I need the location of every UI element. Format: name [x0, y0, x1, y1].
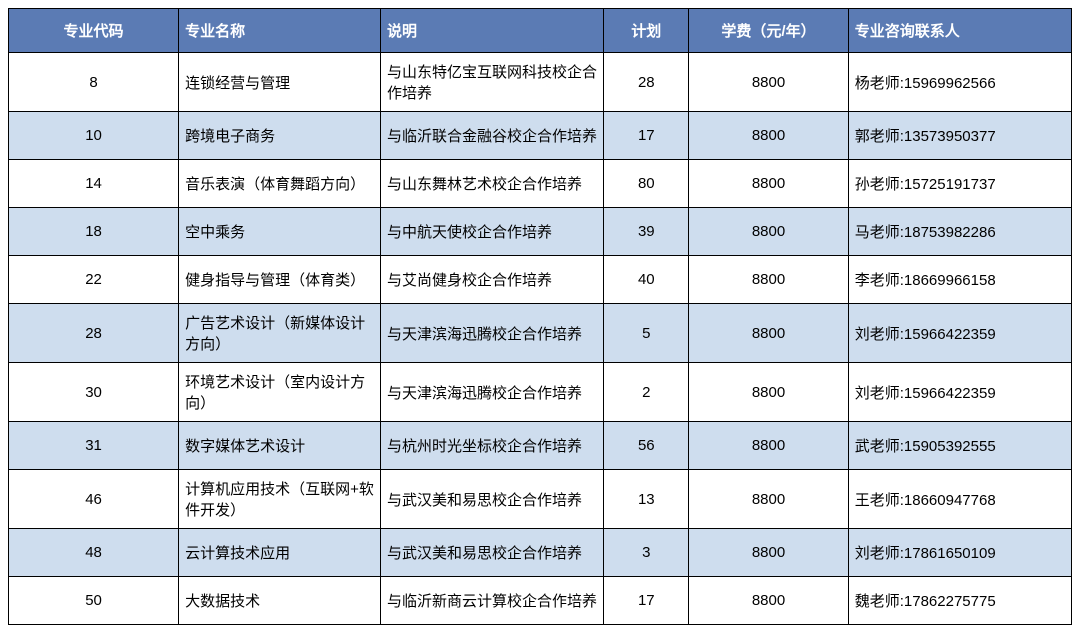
cell-fee: 8800: [689, 363, 848, 422]
cell-desc: 与杭州时光坐标校企合作培养: [381, 422, 604, 470]
cell-fee: 8800: [689, 470, 848, 529]
cell-fee: 8800: [689, 208, 848, 256]
cell-plan: 17: [604, 112, 689, 160]
cell-code: 50: [9, 577, 179, 625]
col-header-desc: 说明: [381, 9, 604, 53]
col-header-name: 专业名称: [179, 9, 381, 53]
cell-plan: 56: [604, 422, 689, 470]
cell-fee: 8800: [689, 256, 848, 304]
cell-fee: 8800: [689, 422, 848, 470]
cell-plan: 17: [604, 577, 689, 625]
cell-code: 31: [9, 422, 179, 470]
cell-code: 28: [9, 304, 179, 363]
cell-code: 48: [9, 529, 179, 577]
col-header-code: 专业代码: [9, 9, 179, 53]
cell-name: 连锁经营与管理: [179, 53, 381, 112]
cell-desc: 与艾尚健身校企合作培养: [381, 256, 604, 304]
cell-name: 数字媒体艺术设计: [179, 422, 381, 470]
cell-fee: 8800: [689, 160, 848, 208]
cell-desc: 与临沂联合金融谷校企合作培养: [381, 112, 604, 160]
cell-contact: 郭老师:13573950377: [848, 112, 1071, 160]
majors-table: 专业代码 专业名称 说明 计划 学费（元/年） 专业咨询联系人 8 连锁经营与管…: [8, 8, 1072, 625]
cell-desc: 与中航天使校企合作培养: [381, 208, 604, 256]
cell-name: 环境艺术设计（室内设计方向）: [179, 363, 381, 422]
cell-desc: 与山东特亿宝互联网科技校企合作培养: [381, 53, 604, 112]
cell-name: 空中乘务: [179, 208, 381, 256]
cell-code: 18: [9, 208, 179, 256]
cell-desc: 与山东舞林艺术校企合作培养: [381, 160, 604, 208]
cell-plan: 5: [604, 304, 689, 363]
cell-code: 10: [9, 112, 179, 160]
table-header-row: 专业代码 专业名称 说明 计划 学费（元/年） 专业咨询联系人: [9, 9, 1072, 53]
cell-fee: 8800: [689, 529, 848, 577]
cell-name: 健身指导与管理（体育类）: [179, 256, 381, 304]
table-row: 10 跨境电子商务 与临沂联合金融谷校企合作培养 17 8800 郭老师:135…: [9, 112, 1072, 160]
majors-table-wrapper: 专业代码 专业名称 说明 计划 学费（元/年） 专业咨询联系人 8 连锁经营与管…: [8, 8, 1072, 625]
cell-contact: 马老师:18753982286: [848, 208, 1071, 256]
table-row: 48 云计算技术应用 与武汉美和易思校企合作培养 3 8800 刘老师:1786…: [9, 529, 1072, 577]
cell-code: 14: [9, 160, 179, 208]
cell-name: 跨境电子商务: [179, 112, 381, 160]
table-row: 30 环境艺术设计（室内设计方向） 与天津滨海迅腾校企合作培养 2 8800 刘…: [9, 363, 1072, 422]
table-row: 28 广告艺术设计（新媒体设计方向） 与天津滨海迅腾校企合作培养 5 8800 …: [9, 304, 1072, 363]
table-row: 14 音乐表演（体育舞蹈方向） 与山东舞林艺术校企合作培养 80 8800 孙老…: [9, 160, 1072, 208]
cell-fee: 8800: [689, 53, 848, 112]
cell-desc: 与天津滨海迅腾校企合作培养: [381, 304, 604, 363]
cell-name: 音乐表演（体育舞蹈方向）: [179, 160, 381, 208]
cell-code: 46: [9, 470, 179, 529]
table-row: 31 数字媒体艺术设计 与杭州时光坐标校企合作培养 56 8800 武老师:15…: [9, 422, 1072, 470]
cell-plan: 40: [604, 256, 689, 304]
cell-contact: 王老师:18660947768: [848, 470, 1071, 529]
cell-contact: 武老师:15905392555: [848, 422, 1071, 470]
cell-contact: 孙老师:15725191737: [848, 160, 1071, 208]
table-row: 50 大数据技术 与临沂新商云计算校企合作培养 17 8800 魏老师:1786…: [9, 577, 1072, 625]
table-row: 8 连锁经营与管理 与山东特亿宝互联网科技校企合作培养 28 8800 杨老师:…: [9, 53, 1072, 112]
cell-fee: 8800: [689, 112, 848, 160]
table-row: 18 空中乘务 与中航天使校企合作培养 39 8800 马老师:18753982…: [9, 208, 1072, 256]
cell-contact: 杨老师:15969962566: [848, 53, 1071, 112]
cell-desc: 与临沂新商云计算校企合作培养: [381, 577, 604, 625]
cell-contact: 刘老师:15966422359: [848, 363, 1071, 422]
cell-contact: 李老师:18669966158: [848, 256, 1071, 304]
cell-contact: 刘老师:17861650109: [848, 529, 1071, 577]
cell-contact: 魏老师:17862275775: [848, 577, 1071, 625]
cell-fee: 8800: [689, 577, 848, 625]
cell-desc: 与天津滨海迅腾校企合作培养: [381, 363, 604, 422]
col-header-fee: 学费（元/年）: [689, 9, 848, 53]
cell-name: 大数据技术: [179, 577, 381, 625]
cell-code: 22: [9, 256, 179, 304]
cell-plan: 28: [604, 53, 689, 112]
cell-contact: 刘老师:15966422359: [848, 304, 1071, 363]
cell-name: 云计算技术应用: [179, 529, 381, 577]
cell-fee: 8800: [689, 304, 848, 363]
cell-plan: 3: [604, 529, 689, 577]
col-header-plan: 计划: [604, 9, 689, 53]
table-row: 46 计算机应用技术（互联网+软件开发） 与武汉美和易思校企合作培养 13 88…: [9, 470, 1072, 529]
cell-plan: 80: [604, 160, 689, 208]
cell-name: 广告艺术设计（新媒体设计方向）: [179, 304, 381, 363]
cell-plan: 39: [604, 208, 689, 256]
cell-plan: 13: [604, 470, 689, 529]
cell-desc: 与武汉美和易思校企合作培养: [381, 529, 604, 577]
col-header-contact: 专业咨询联系人: [848, 9, 1071, 53]
table-body: 8 连锁经营与管理 与山东特亿宝互联网科技校企合作培养 28 8800 杨老师:…: [9, 53, 1072, 625]
cell-code: 30: [9, 363, 179, 422]
cell-code: 8: [9, 53, 179, 112]
cell-name: 计算机应用技术（互联网+软件开发）: [179, 470, 381, 529]
cell-desc: 与武汉美和易思校企合作培养: [381, 470, 604, 529]
table-row: 22 健身指导与管理（体育类） 与艾尚健身校企合作培养 40 8800 李老师:…: [9, 256, 1072, 304]
cell-plan: 2: [604, 363, 689, 422]
